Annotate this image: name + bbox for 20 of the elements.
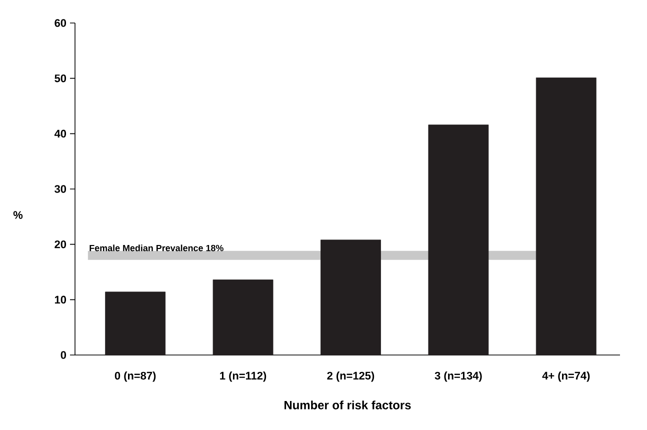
y-tick-label: 0 [60, 351, 66, 359]
bar [105, 292, 166, 356]
x-tick-label: 1 (n=112) [220, 372, 266, 382]
y-tick-label: 20 [54, 240, 66, 248]
y-axis-title: % [13, 211, 23, 219]
y-tick-label: 50 [54, 74, 66, 82]
x-tick-label: 4+ (n=74) [542, 372, 590, 382]
bar [536, 78, 596, 356]
y-tick-label: 60 [54, 19, 66, 27]
y-tick-label: 30 [54, 185, 66, 193]
y-tick-label: 40 [54, 130, 66, 138]
bar [320, 240, 381, 356]
x-axis-title: Number of risk factors [284, 400, 411, 410]
ref-line-label: Female Median Prevalence 18% [90, 244, 224, 252]
bar [428, 124, 489, 356]
bar [212, 280, 274, 356]
y-tick-label: 10 [54, 296, 66, 304]
x-tick-label: 2 (n=125) [327, 372, 374, 382]
x-tick-label: 0 (n=87) [114, 372, 156, 382]
x-tick-label: 3 (n=134) [434, 372, 482, 382]
